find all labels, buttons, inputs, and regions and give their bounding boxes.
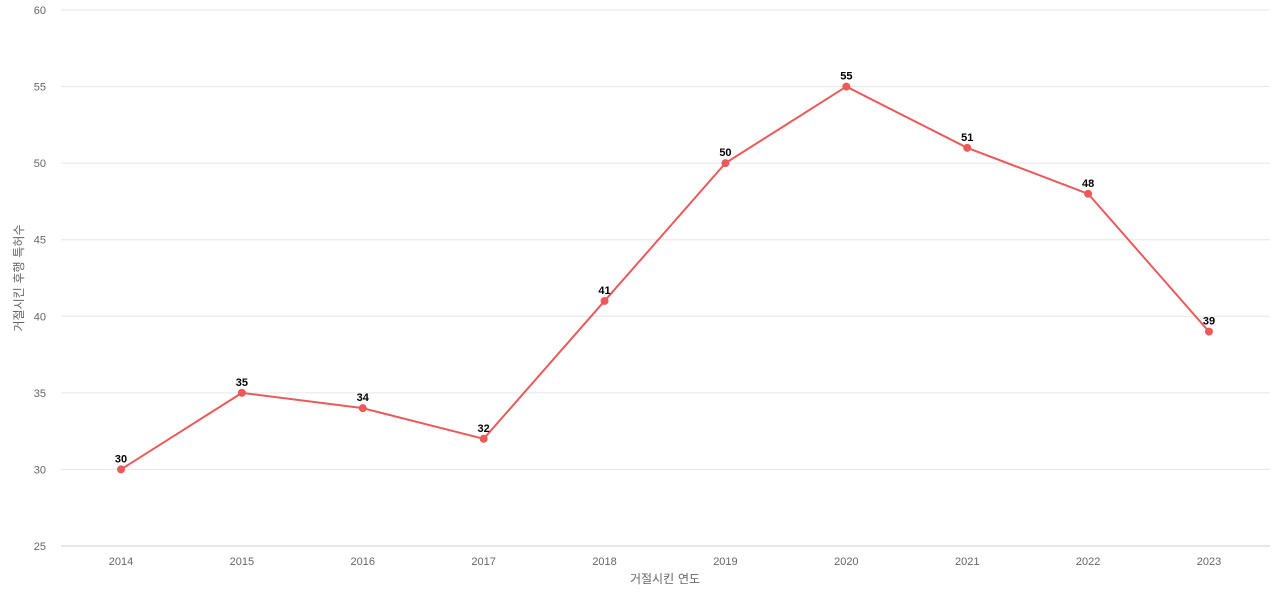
data-point[interactable] [117, 465, 125, 474]
data-label: 50 [719, 147, 731, 159]
data-label: 55 [840, 71, 852, 83]
y-tick-label: 60 [34, 5, 46, 17]
x-axis-ticks: 2014 2015 2016 2017 2018 2019 2020 2021 2022 2023 [109, 556, 1221, 568]
y-tick-label: 35 [34, 388, 46, 400]
x-tick-label: 2021 [955, 556, 979, 568]
x-tick-label: 2022 [1076, 556, 1100, 568]
data-label: 34 [357, 392, 370, 404]
y-tick-label: 30 [34, 464, 46, 476]
x-tick-label: 2018 [592, 556, 616, 568]
data-label: 41 [598, 285, 610, 297]
x-axis-title: 거절시킨 연도 [630, 572, 700, 586]
data-label: 51 [961, 132, 973, 144]
data-point[interactable] [1205, 327, 1213, 336]
data-point[interactable] [600, 296, 609, 305]
data-point[interactable] [358, 404, 367, 413]
y-tick-label: 45 [34, 235, 46, 247]
y-axis-title: 거절시킨 후행 특허수 [11, 225, 26, 332]
data-label: 39 [1203, 316, 1215, 328]
x-tick-label: 2014 [109, 556, 133, 568]
data-label: 30 [115, 453, 127, 465]
data-label: 32 [478, 423, 490, 435]
data-point[interactable] [479, 434, 488, 443]
data-label: 35 [236, 377, 248, 389]
data-point[interactable] [963, 143, 972, 152]
x-tick-label: 2017 [471, 556, 495, 568]
data-point[interactable] [237, 388, 246, 397]
y-tick-label: 25 [34, 541, 46, 553]
data-labels: 30 35 34 32 41 50 55 51 48 39 [115, 71, 1215, 466]
gridlines [61, 9, 1270, 547]
data-point[interactable] [1084, 189, 1093, 198]
x-tick-label: 2020 [834, 556, 858, 568]
x-tick-label: 2019 [713, 556, 737, 568]
x-tick-label: 2023 [1197, 556, 1221, 568]
x-tick-label: 2016 [351, 556, 375, 568]
series-line [120, 85, 1210, 471]
y-tick-label: 40 [34, 311, 46, 323]
y-tick-label: 50 [34, 158, 46, 170]
y-tick-label: 55 [34, 82, 46, 94]
data-point[interactable] [721, 159, 730, 168]
y-axis-ticks: 25 30 35 40 45 50 55 60 [34, 5, 46, 553]
x-tick-label: 2015 [230, 556, 254, 568]
data-label: 48 [1082, 178, 1094, 190]
series-layer [117, 82, 1213, 474]
data-point[interactable] [842, 82, 851, 91]
